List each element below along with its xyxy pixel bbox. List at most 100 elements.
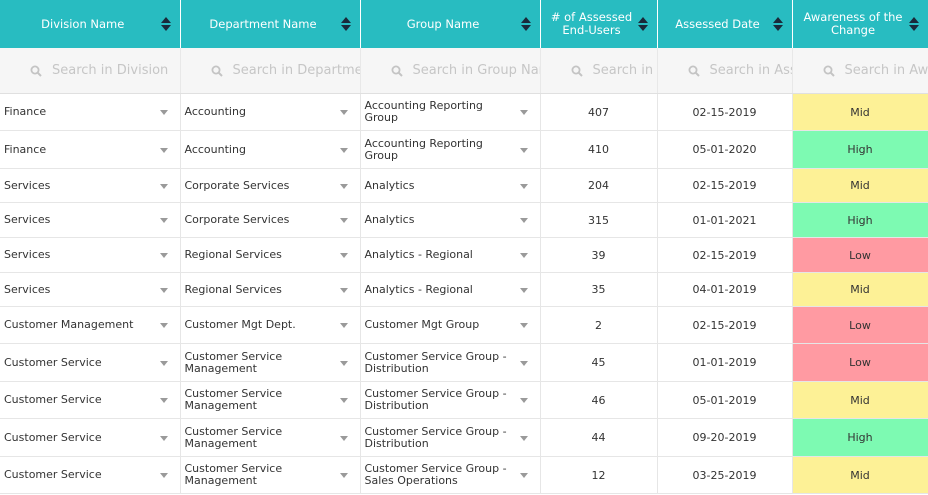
chevron-down-icon[interactable] (519, 398, 528, 403)
sort-arrows-icon[interactable] (160, 17, 171, 31)
department-cell[interactable]: Customer Service Management (180, 343, 361, 382)
search-input-awareness[interactable] (844, 63, 928, 78)
division-cell-select[interactable]: Services (0, 283, 180, 296)
department-cell-select[interactable]: Customer Service Management (181, 350, 360, 375)
search-input-department[interactable] (232, 63, 360, 78)
group-cell-select[interactable]: Customer Service Group - Distribution (361, 388, 540, 412)
search-input-division[interactable] (52, 63, 180, 78)
chevron-down-icon[interactable] (339, 110, 348, 115)
group-cell[interactable]: Accounting Reporting Group (360, 130, 541, 169)
chevron-down-icon[interactable] (519, 110, 528, 115)
column-header-assessed-date[interactable]: Assessed Date (657, 0, 793, 48)
chevron-down-icon[interactable] (339, 218, 348, 223)
table-row[interactable]: Services Corporate Services Analytics 204 02… (0, 168, 928, 203)
department-cell-select[interactable]: Customer Mgt Dept. (181, 319, 360, 331)
group-cell[interactable]: Analytics - Regional (360, 272, 541, 307)
sort-arrows-icon[interactable] (340, 17, 351, 31)
group-cell[interactable]: Analytics (360, 202, 541, 238)
division-cell-select[interactable]: Customer Service (0, 356, 180, 369)
department-cell-select[interactable]: Regional Services (181, 283, 360, 296)
division-cell-select[interactable]: Customer Service (0, 431, 180, 444)
sort-arrows-icon[interactable] (520, 17, 531, 31)
division-cell[interactable]: Services (0, 202, 181, 238)
table-row[interactable]: Finance Accounting Accounting Reporting Gr… (0, 130, 928, 169)
group-cell-select[interactable]: Accounting Reporting Group (361, 137, 540, 162)
chevron-down-icon[interactable] (159, 360, 168, 366)
chevron-down-icon[interactable] (519, 253, 528, 258)
chevron-down-icon[interactable] (159, 323, 168, 328)
table-row[interactable]: Customer Service Customer Service Managem… (0, 418, 928, 457)
chevron-down-icon[interactable] (159, 218, 168, 223)
chevron-down-icon[interactable] (519, 183, 528, 189)
group-cell[interactable]: Customer Service Group - Distribution (360, 343, 541, 382)
group-cell[interactable]: Analytics (360, 168, 541, 203)
division-cell-select[interactable]: Services (0, 249, 180, 261)
chevron-down-icon[interactable] (519, 147, 528, 153)
chevron-down-icon[interactable] (159, 435, 168, 441)
division-cell-select[interactable]: Services (0, 214, 180, 226)
chevron-down-icon[interactable] (159, 110, 168, 115)
chevron-down-icon[interactable] (339, 360, 348, 366)
division-cell[interactable]: Services (0, 272, 181, 307)
division-cell[interactable]: Customer Service (0, 456, 181, 494)
department-cell[interactable]: Customer Mgt Dept. (180, 306, 361, 344)
department-cell[interactable]: Corporate Services (180, 168, 361, 203)
column-header-department[interactable]: Department Name (180, 0, 361, 48)
division-cell[interactable]: Customer Service (0, 381, 181, 419)
department-cell[interactable]: Regional Services (180, 272, 361, 307)
search-input-group[interactable] (412, 63, 540, 78)
table-row[interactable]: Customer Service Customer Service Managem… (0, 456, 928, 494)
department-cell-select[interactable]: Corporate Services (181, 179, 360, 192)
chevron-down-icon[interactable] (519, 287, 528, 293)
department-cell-select[interactable]: Customer Service Management (181, 463, 360, 487)
group-cell-select[interactable]: Customer Service Group - Distribution (361, 425, 540, 450)
table-row[interactable]: Customer Service Customer Service Managem… (0, 381, 928, 419)
division-cell-select[interactable]: Customer Service (0, 469, 180, 481)
department-cell-select[interactable]: Customer Service Management (181, 388, 360, 412)
department-cell-select[interactable]: Accounting (181, 106, 360, 118)
chevron-down-icon[interactable] (159, 473, 168, 478)
chevron-down-icon[interactable] (159, 398, 168, 403)
group-cell[interactable]: Analytics - Regional (360, 237, 541, 273)
group-cell-select[interactable]: Customer Mgt Group (361, 319, 540, 331)
division-cell-select[interactable]: Finance (0, 106, 180, 118)
column-header-assessed-count[interactable]: # of Assessed End-Users (540, 0, 658, 48)
group-cell[interactable]: Customer Mgt Group (360, 306, 541, 344)
division-cell-select[interactable]: Finance (0, 143, 180, 156)
chevron-down-icon[interactable] (159, 183, 168, 189)
column-header-division[interactable]: Division Name (0, 0, 181, 48)
department-cell-select[interactable]: Corporate Services (181, 214, 360, 226)
division-cell-select[interactable]: Customer Management (0, 319, 180, 331)
chevron-down-icon[interactable] (159, 147, 168, 153)
search-input-assessed-count[interactable] (592, 63, 657, 78)
department-cell[interactable]: Customer Service Management (180, 381, 361, 419)
department-cell-select[interactable]: Regional Services (181, 249, 360, 261)
chevron-down-icon[interactable] (519, 435, 528, 441)
chevron-down-icon[interactable] (339, 287, 348, 293)
chevron-down-icon[interactable] (519, 323, 528, 328)
group-cell[interactable]: Customer Service Group - Sales Operation… (360, 456, 541, 494)
department-cell[interactable]: Accounting (180, 93, 361, 131)
chevron-down-icon[interactable] (339, 398, 348, 403)
table-row[interactable]: Customer Service Customer Service Managem… (0, 343, 928, 382)
department-cell[interactable]: Customer Service Management (180, 456, 361, 494)
group-cell[interactable]: Accounting Reporting Group (360, 93, 541, 131)
department-cell[interactable]: Regional Services (180, 237, 361, 273)
sort-arrows-icon[interactable] (772, 17, 783, 31)
division-cell[interactable]: Finance (0, 93, 181, 131)
group-cell-select[interactable]: Accounting Reporting Group (361, 100, 540, 124)
division-cell[interactable]: Customer Service (0, 418, 181, 457)
sort-arrows-icon[interactable] (908, 17, 919, 31)
division-cell[interactable]: Services (0, 237, 181, 273)
group-cell[interactable]: Customer Service Group - Distribution (360, 418, 541, 457)
table-row[interactable]: Services Regional Services Analytics - Reg… (0, 237, 928, 273)
department-cell-select[interactable]: Customer Service Management (181, 425, 360, 450)
chevron-down-icon[interactable] (159, 287, 168, 293)
chevron-down-icon[interactable] (519, 473, 528, 478)
chevron-down-icon[interactable] (519, 218, 528, 223)
column-header-awareness[interactable]: Awareness of the Change (792, 0, 928, 48)
chevron-down-icon[interactable] (519, 360, 528, 366)
division-cell[interactable]: Services (0, 168, 181, 203)
department-cell[interactable]: Corporate Services (180, 202, 361, 238)
chevron-down-icon[interactable] (159, 253, 168, 258)
